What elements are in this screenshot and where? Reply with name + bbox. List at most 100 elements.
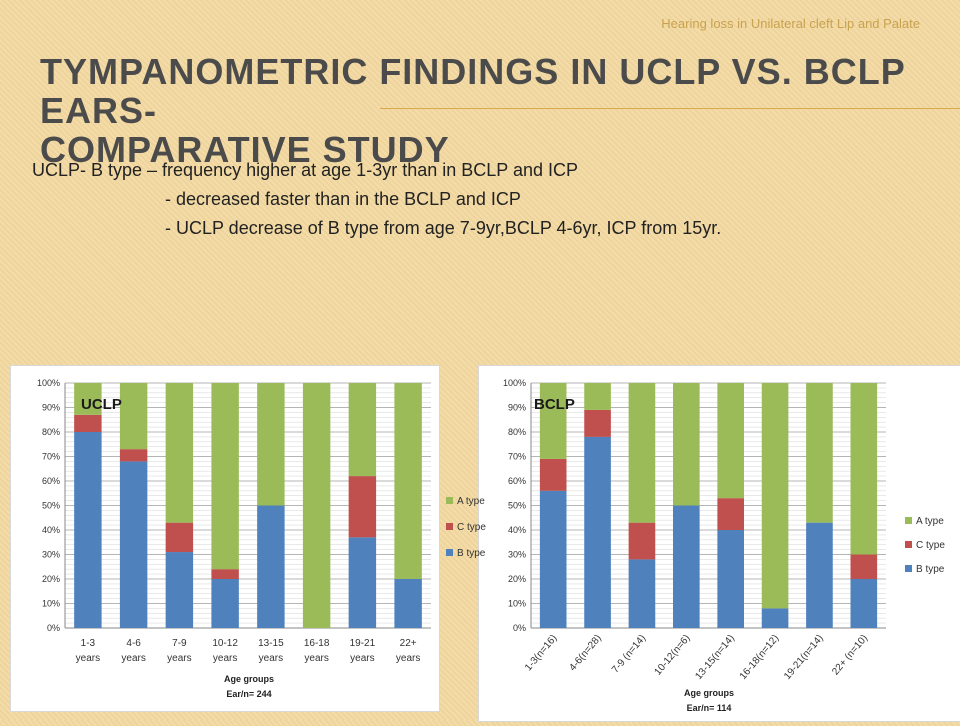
bclp-category-label: 13-15(n=14) (693, 633, 737, 682)
uclp-bar-c-type (211, 569, 239, 579)
uclp-category-label: 4-6 (126, 638, 141, 649)
uclp-category-label: 19-21 (350, 638, 376, 649)
header-note: Hearing loss in Unilateral cleft Lip and… (661, 16, 920, 31)
bclp-xlabel: Age groups (684, 688, 734, 698)
uclp-bar-a-type (119, 383, 148, 450)
uclp-ytick-label: 90% (42, 403, 60, 413)
uclp-ytick-label: 100% (37, 378, 60, 388)
bclp-bar-b-type (539, 490, 567, 628)
note-line-1: UCLP- B type – frequency higher at age 1… (32, 160, 578, 180)
uclp-bar-b-type (257, 505, 285, 628)
uclp-category-label: 7-9 (172, 638, 187, 649)
uclp-bar-c-type (348, 476, 377, 538)
uclp-category-label: 13-15 (258, 638, 284, 649)
uclp-category-label: years (396, 653, 420, 664)
uclp-bar-c-type (119, 449, 148, 462)
uclp-category-label: years (304, 653, 328, 664)
slide-title: Tympanometric findings in UCLP vs. BCLP … (40, 52, 930, 169)
bclp-bar-b-type (673, 505, 700, 628)
uclp-bar-c-type (165, 522, 194, 553)
bclp-category-label: 22+ (n=10) (830, 633, 870, 678)
bclp-legend-swatch (905, 541, 912, 548)
uclp-bar-a-type (302, 383, 331, 628)
uclp-category-label: 10-12 (212, 638, 238, 649)
uclp-bar-b-type (74, 432, 102, 628)
bclp-ytick-label: 10% (508, 599, 526, 609)
uclp-ytick-label: 80% (42, 427, 60, 437)
bclp-ytick-label: 30% (508, 550, 526, 560)
title-divider (380, 108, 960, 109)
bclp-bar-b-type (584, 436, 611, 628)
uclp-ytick-label: 50% (42, 501, 60, 511)
bclp-bar-c-type (539, 458, 567, 491)
bclp-legend-label: A type (916, 516, 944, 527)
uclp-bar-c-type (74, 414, 102, 432)
uclp-category-label: years (259, 653, 283, 664)
bclp-legend-swatch (905, 517, 912, 524)
bclp-ytick-label: 40% (508, 525, 526, 535)
bclp-ytick-label: 90% (508, 403, 526, 413)
bclp-bar-c-type (628, 522, 656, 560)
uclp-category-label: years (213, 653, 237, 664)
uclp-category-label: 22+ (400, 638, 417, 649)
uclp-category-label: years (76, 653, 100, 664)
uclp-xlabel-count: Ear/n= 244 (226, 689, 271, 699)
uclp-bar-b-type (394, 579, 422, 628)
legend-label-b: B type (457, 548, 486, 559)
bclp-bar-c-type (717, 498, 744, 530)
legend-swatch-a (446, 497, 453, 504)
uclp-bar-a-type (394, 383, 422, 579)
uclp-bar-b-type (165, 552, 194, 628)
uclp-ytick-label: 40% (42, 525, 60, 535)
note-line-3: - UCLP decrease of B type from age 7-9yr… (165, 218, 722, 238)
uclp-category-label: 1-3 (81, 638, 96, 649)
bclp-bar-a-type (717, 383, 744, 499)
uclp-legend: A type C type B type (446, 496, 486, 559)
uclp-bar-b-type (348, 537, 377, 628)
bclp-bar-a-type (850, 383, 878, 555)
uclp-ytick-label: 0% (47, 623, 60, 633)
bclp-category-label: 19-21(n=14) (782, 633, 826, 682)
bclp-category-label: 10-12(n=6) (653, 633, 693, 678)
uclp-xlabel: Age groups (224, 674, 274, 684)
uclp-bar-b-type (119, 461, 148, 628)
bclp-ytick-label: 60% (508, 476, 526, 486)
uclp-legend-item-c: C type (446, 522, 486, 533)
bclp-bar-b-type (761, 608, 789, 628)
legend-label-c: C type (457, 522, 486, 533)
note-line-2: - decreased faster than in the BCLP and … (165, 189, 521, 209)
bclp-legend-swatch (905, 565, 912, 572)
uclp-category-label: years (121, 653, 145, 664)
uclp-ytick-label: 70% (42, 452, 60, 462)
uclp-ytick-label: 30% (42, 550, 60, 560)
uclp-chart-svg: 0% 10% 20% 30% 40% 50% 60% 70% 80% 90% 100% 1-3 year… (37, 378, 431, 699)
title-line-2: comparative study (40, 129, 450, 170)
uclp-category-label: 16-18 (304, 638, 330, 649)
bclp-chart-label: BCLP (534, 396, 575, 413)
uclp-bar-a-type (74, 383, 102, 415)
bclp-bar-a-type (673, 383, 700, 506)
bclp-ytick-label: 100% (503, 378, 526, 388)
legend-label-a: A type (457, 496, 485, 507)
uclp-ytick-label: 10% (42, 599, 60, 609)
bclp-ytick-label: 70% (508, 452, 526, 462)
bclp-category-label: 16-18(n=12) (738, 633, 782, 682)
bclp-legend-label: C type (916, 540, 945, 551)
uclp-bar-a-type (348, 383, 377, 477)
bclp-legend-label: B type (916, 564, 945, 575)
uclp-chart-label: UCLP (81, 396, 122, 413)
uclp-ytick-label: 60% (42, 476, 60, 486)
title-line-1: Tympanometric findings in UCLP vs. BCLP … (40, 51, 906, 131)
bclp-bar-a-type (761, 383, 789, 609)
uclp-legend-item-b: B type (446, 548, 486, 559)
uclp-bar-a-type (257, 383, 285, 506)
uclp-category-label: years (167, 653, 191, 664)
uclp-bar-a-type (165, 383, 194, 523)
uclp-category-label: years (350, 653, 374, 664)
bclp-xlabel-count: Ear/n= 114 (687, 703, 732, 713)
bclp-ytick-label: 0% (513, 623, 526, 633)
bclp-category-label: 1-3(n=16) (523, 633, 559, 674)
bclp-bar-b-type (806, 522, 833, 628)
bclp-ytick-label: 20% (508, 574, 526, 584)
bclp-bar-b-type (850, 579, 878, 628)
